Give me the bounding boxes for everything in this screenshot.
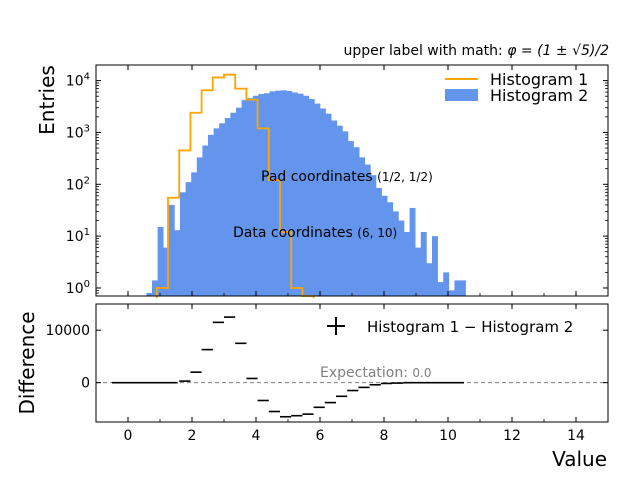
- histogram-2-bar: [404, 232, 410, 296]
- histogram-2-bar: [224, 117, 231, 296]
- histogram-2-bar: [314, 103, 321, 296]
- x-tick-label: 14: [567, 428, 585, 444]
- x-tick-label: 8: [380, 428, 389, 444]
- upper-x-ticks: [95, 65, 609, 296]
- x-tick-label: 6: [316, 428, 325, 444]
- histogram-2-bar: [241, 100, 248, 296]
- histogram-2-bar: [303, 95, 310, 296]
- histogram-2-bar: [426, 263, 433, 296]
- legend-label-histogram-1: Histogram 1: [490, 70, 588, 89]
- histogram-2-bar: [157, 226, 164, 296]
- histogram-1-line: [155, 73, 315, 298]
- histogram-2-bar: [308, 99, 315, 296]
- histogram-2-bar: [269, 91, 276, 297]
- histogram-2-bar: [437, 282, 444, 296]
- histogram-2-bar: [146, 292, 153, 296]
- histogram-2-bar: [152, 280, 158, 296]
- histogram-2-bar: [230, 112, 237, 296]
- histogram-2-bar: [336, 125, 343, 297]
- x-tick-label: 0: [124, 428, 133, 444]
- histogram-2-bar: [196, 157, 203, 296]
- histogram-2-bar: [432, 236, 438, 296]
- histogram-2-bar: [286, 91, 293, 296]
- x-tick-label: 10: [439, 428, 457, 444]
- histogram-2-bar: [364, 164, 371, 296]
- histogram-2-bar: [381, 195, 388, 296]
- lower-legend: Histogram 1 − Histogram 2: [327, 317, 573, 336]
- histogram-2-bar: [370, 175, 377, 296]
- histogram-2-bar: [264, 93, 270, 297]
- upper-y-tick-label: 101: [66, 227, 90, 245]
- histogram-2-bar: [202, 145, 209, 296]
- histogram-2-bar: [331, 120, 338, 296]
- histogram-2-bar: [448, 290, 455, 296]
- histogram-2-bar: [353, 147, 360, 296]
- x-axis-label: Value: [552, 447, 607, 471]
- legend-label-difference: Histogram 1 − Histogram 2: [367, 318, 573, 336]
- data-coordinates-annotation: Data coordinates (6, 10): [233, 225, 397, 241]
- histogram-2-bar: [252, 95, 259, 296]
- histogram-2-bar: [191, 172, 198, 296]
- histogram-2-bar: [325, 113, 332, 296]
- lower-y-tick-label: 10000: [45, 323, 90, 339]
- upper-y-tick-label: 104: [66, 72, 90, 90]
- lower-y-tick-label: 0: [81, 376, 90, 392]
- upper-y-tick-label: 103: [66, 123, 90, 141]
- upper-y-axis-label: Entries: [35, 65, 59, 135]
- histogram-2-bar: [320, 108, 326, 296]
- histogram-2-bar: [247, 98, 254, 296]
- histogram-2-bar: [297, 93, 304, 296]
- expectation-label: Expectation: 0.0: [320, 365, 431, 381]
- histogram-2-bar: [280, 90, 287, 296]
- legend-label-histogram-2: Histogram 2: [490, 86, 588, 105]
- x-tick-label: 4: [252, 428, 261, 444]
- lower-y-ticks: 0 10000: [45, 323, 608, 392]
- histogram-2-bar: [168, 204, 175, 296]
- upper-y-ticks: 100 101 102 103 104: [66, 64, 608, 297]
- histogram-2-bar: [392, 211, 399, 296]
- histogram-2-bar: [398, 220, 405, 296]
- histogram-2-bar: [348, 141, 354, 296]
- lower-y-axis-label: Difference: [15, 311, 39, 414]
- legend-swatch-histogram-2: [445, 89, 478, 101]
- histogram-2-bar: [342, 131, 349, 296]
- upper-label: upper label with math: φ = (1 ± √5)/2: [344, 43, 610, 59]
- histogram-2-bar: [180, 192, 186, 296]
- histogram-2-bar: [163, 247, 170, 296]
- histogram-2-bar: [219, 123, 226, 296]
- x-tick-label: 12: [503, 428, 521, 444]
- histogram-2-bar: [258, 94, 265, 297]
- pad-coordinates-annotation: Pad coordinates (1/2, 1/2): [261, 169, 433, 185]
- upper-y-tick-label: 100: [66, 279, 90, 297]
- histogram-2-bar: [460, 280, 466, 296]
- histogram-2-bar: [420, 232, 427, 296]
- histogram-2-bar: [454, 280, 461, 296]
- histogram-2-bar: [275, 90, 282, 296]
- upper-y-tick-label: 102: [66, 175, 90, 193]
- histogram-2-bar: [174, 230, 181, 296]
- histogram-2-bar: [415, 247, 422, 296]
- histogram-2-bar: [409, 207, 416, 296]
- x-tick-label: 2: [188, 428, 197, 444]
- histogram-2-bar: [185, 182, 192, 296]
- histogram-2-bar: [213, 128, 220, 296]
- histogram-2-bar: [387, 202, 394, 296]
- histogram-2-bar: [443, 272, 450, 296]
- histogram-2-bar: [208, 134, 214, 296]
- histogram-2-bar: [236, 107, 242, 297]
- difference-points: [112, 316, 464, 418]
- lower-x-ticks: 0 2 4 6 8 10 12 14: [95, 304, 609, 444]
- histogram-2-bar: [376, 187, 382, 296]
- histogram-1-step: [155, 73, 315, 298]
- histogram-2-bars: [146, 90, 466, 297]
- histogram-2-bar: [292, 92, 298, 297]
- upper-legend: Histogram 1 Histogram 2: [445, 70, 588, 105]
- histogram-2-bar: [359, 157, 366, 296]
